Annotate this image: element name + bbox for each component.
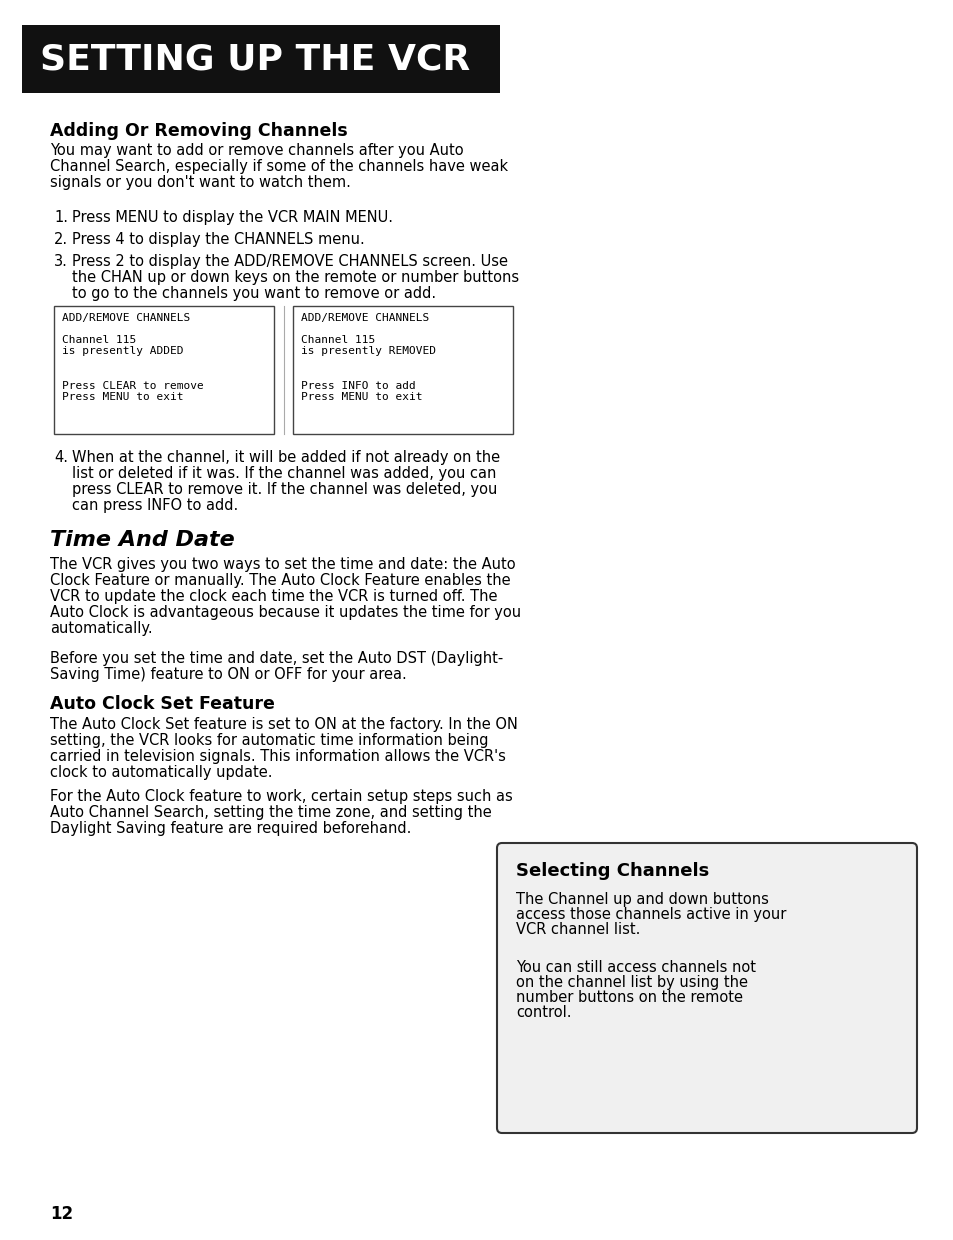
Text: The VCR gives you two ways to set the time and date: the Auto: The VCR gives you two ways to set the ti… — [50, 557, 515, 572]
Text: is presently ADDED: is presently ADDED — [62, 346, 183, 356]
Text: ADD/REMOVE CHANNELS: ADD/REMOVE CHANNELS — [62, 312, 190, 322]
Text: setting, the VCR looks for automatic time information being: setting, the VCR looks for automatic tim… — [50, 733, 488, 748]
Text: When at the channel, it will be added if not already on the: When at the channel, it will be added if… — [71, 450, 499, 465]
Text: can press INFO to add.: can press INFO to add. — [71, 498, 238, 513]
Text: The Channel up and down buttons: The Channel up and down buttons — [516, 892, 768, 906]
Text: list or deleted if it was. If the channel was added, you can: list or deleted if it was. If the channe… — [71, 466, 496, 481]
Text: Press 4 to display the CHANNELS menu.: Press 4 to display the CHANNELS menu. — [71, 232, 364, 247]
Text: the CHAN up or down keys on the remote or number buttons: the CHAN up or down keys on the remote o… — [71, 270, 518, 285]
Text: The Auto Clock Set feature is set to ON at the factory. In the ON: The Auto Clock Set feature is set to ON … — [50, 717, 517, 732]
Text: Channel Search, especially if some of the channels have weak: Channel Search, especially if some of th… — [50, 159, 508, 174]
Text: Selecting Channels: Selecting Channels — [516, 862, 708, 880]
Text: Clock Feature or manually. The Auto Clock Feature enables the: Clock Feature or manually. The Auto Cloc… — [50, 573, 510, 588]
Text: Press MENU to exit: Press MENU to exit — [301, 392, 422, 402]
Text: carried in television signals. This information allows the VCR's: carried in television signals. This info… — [50, 749, 505, 764]
Text: 3.: 3. — [54, 254, 68, 269]
Text: is presently REMOVED: is presently REMOVED — [301, 346, 436, 356]
Text: clock to automatically update.: clock to automatically update. — [50, 765, 273, 780]
Text: Channel 115: Channel 115 — [62, 335, 136, 345]
Text: Auto Clock is advantageous because it updates the time for you: Auto Clock is advantageous because it up… — [50, 605, 520, 620]
Text: control.: control. — [516, 1004, 571, 1021]
Text: Adding Or Removing Channels: Adding Or Removing Channels — [50, 122, 348, 140]
Text: Auto Clock Set Feature: Auto Clock Set Feature — [50, 694, 274, 713]
Text: signals or you don't want to watch them.: signals or you don't want to watch them. — [50, 175, 351, 190]
Text: Press 2 to display the ADD/REMOVE CHANNELS screen. Use: Press 2 to display the ADD/REMOVE CHANNE… — [71, 254, 507, 269]
Text: number buttons on the remote: number buttons on the remote — [516, 990, 742, 1004]
Text: Daylight Saving feature are required beforehand.: Daylight Saving feature are required bef… — [50, 821, 411, 836]
Text: 1.: 1. — [54, 210, 68, 224]
Text: on the channel list by using the: on the channel list by using the — [516, 975, 747, 990]
Text: Before you set the time and date, set the Auto DST (Daylight-: Before you set the time and date, set th… — [50, 651, 503, 666]
Text: ADD/REMOVE CHANNELS: ADD/REMOVE CHANNELS — [301, 312, 429, 322]
Text: to go to the channels you want to remove or add.: to go to the channels you want to remove… — [71, 286, 436, 301]
FancyBboxPatch shape — [497, 843, 916, 1133]
Text: 2.: 2. — [54, 232, 68, 247]
Text: Channel 115: Channel 115 — [301, 335, 375, 345]
Text: Auto Channel Search, setting the time zone, and setting the: Auto Channel Search, setting the time zo… — [50, 805, 491, 820]
Text: Press MENU to exit: Press MENU to exit — [62, 392, 183, 402]
Text: press CLEAR to remove it. If the channel was deleted, you: press CLEAR to remove it. If the channel… — [71, 482, 497, 497]
Text: For the Auto Clock feature to work, certain setup steps such as: For the Auto Clock feature to work, cert… — [50, 789, 512, 804]
Text: Time And Date: Time And Date — [50, 529, 234, 551]
Text: 4.: 4. — [54, 450, 68, 465]
Text: SETTING UP THE VCR: SETTING UP THE VCR — [40, 42, 470, 76]
Text: VCR channel list.: VCR channel list. — [516, 923, 639, 937]
Bar — [22, 25, 499, 93]
Bar — [54, 306, 274, 434]
Text: You can still access channels not: You can still access channels not — [516, 960, 755, 975]
Text: Press MENU to display the VCR MAIN MENU.: Press MENU to display the VCR MAIN MENU. — [71, 210, 393, 224]
Text: automatically.: automatically. — [50, 621, 152, 636]
Text: Press INFO to add: Press INFO to add — [301, 381, 416, 391]
Text: VCR to update the clock each time the VCR is turned off. The: VCR to update the clock each time the VC… — [50, 589, 497, 604]
Text: Saving Time) feature to ON or OFF for your area.: Saving Time) feature to ON or OFF for yo… — [50, 667, 406, 682]
Text: You may want to add or remove channels after you Auto: You may want to add or remove channels a… — [50, 143, 463, 157]
Text: 12: 12 — [50, 1205, 73, 1223]
Bar — [293, 306, 513, 434]
Text: Press CLEAR to remove: Press CLEAR to remove — [62, 381, 204, 391]
Text: access those channels active in your: access those channels active in your — [516, 906, 785, 923]
